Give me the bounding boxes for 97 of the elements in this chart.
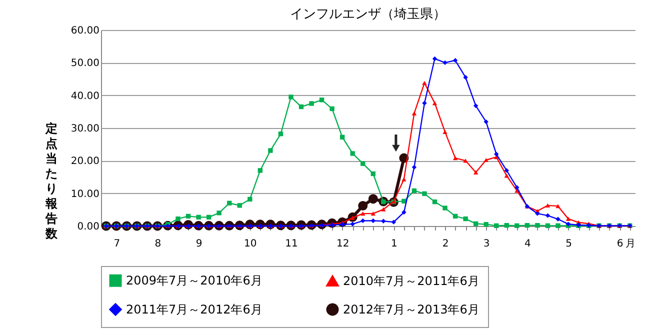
point (370, 218, 376, 224)
point (330, 106, 334, 112)
x-tick-label: 6 (616, 238, 624, 250)
point (514, 185, 520, 190)
point (556, 216, 560, 222)
point (412, 188, 417, 194)
x-tick-label: 1 (390, 238, 398, 250)
point (360, 218, 366, 224)
point (268, 148, 273, 153)
point (319, 98, 324, 102)
point (484, 222, 488, 227)
point (340, 134, 345, 140)
point (504, 168, 509, 173)
point (381, 207, 386, 212)
y-tick-label: 0.00 (77, 222, 100, 232)
point (494, 223, 499, 228)
point (504, 223, 509, 228)
point (514, 223, 520, 228)
point (358, 201, 368, 210)
point (566, 216, 571, 221)
point (368, 194, 378, 204)
point (412, 164, 417, 170)
point (370, 171, 376, 176)
point (402, 177, 406, 182)
point (545, 213, 550, 218)
point (412, 111, 417, 116)
legend-label: 2011年7月～2012年6月 (126, 302, 262, 316)
x-tick-label: 8 (154, 238, 162, 250)
point (452, 214, 458, 219)
point (422, 80, 427, 85)
legend-label: 2010年7月～2011年6月 (343, 274, 480, 288)
point (452, 156, 458, 160)
x-tick-label: 10 (244, 238, 257, 250)
point (535, 211, 540, 216)
y-axis-title: 定点当たり報告数 (44, 122, 58, 240)
point (545, 203, 550, 208)
x-tick-label: 11 (285, 238, 298, 250)
point (556, 223, 560, 228)
point (186, 214, 191, 219)
point (350, 222, 355, 226)
legend-label: 2012年7月～2013年6月 (343, 302, 480, 316)
point (227, 200, 232, 206)
point (288, 94, 294, 100)
point (442, 130, 448, 134)
y-tick-label: 60.00 (70, 26, 100, 36)
point (206, 214, 212, 220)
point (196, 214, 201, 220)
point (545, 223, 550, 228)
point (484, 119, 488, 124)
y-tick-label: 50.00 (70, 58, 100, 70)
point (381, 218, 386, 224)
point (402, 210, 406, 215)
point (535, 223, 540, 228)
point (258, 168, 263, 173)
x-tick-label: 7 (114, 238, 120, 250)
x-tick-label: 5 (566, 238, 572, 250)
point (216, 210, 222, 216)
x-tick-label: 2 (442, 238, 449, 250)
point (422, 191, 427, 196)
point (473, 170, 478, 174)
legend-label: 2009年7月～2010年6月 (126, 274, 262, 288)
point (473, 103, 478, 108)
point (432, 199, 438, 204)
point (237, 203, 242, 208)
point (370, 212, 376, 216)
point (442, 206, 448, 210)
x-tick-label: 9 (196, 238, 202, 250)
y-tick-label: 10.00 (70, 188, 100, 200)
point (484, 158, 488, 162)
point (463, 75, 468, 80)
chart-title: インフルエンザ（埼玉県） (290, 7, 446, 22)
point (432, 56, 438, 62)
point (432, 101, 438, 106)
point (473, 221, 478, 226)
x-tick-label: 4 (524, 238, 531, 250)
point (556, 204, 560, 208)
point (442, 60, 448, 66)
point (278, 132, 284, 136)
point (298, 104, 304, 110)
point (463, 216, 468, 222)
point (422, 100, 427, 106)
x-tick-label: 3 (483, 238, 490, 250)
y-tick-label: 30.00 (70, 124, 100, 134)
point (350, 151, 355, 156)
point (524, 223, 530, 228)
x-tick-label: 12 (336, 238, 350, 250)
point (309, 101, 314, 106)
point (452, 58, 458, 63)
point (360, 212, 366, 216)
y-tick-label: 20.00 (70, 156, 100, 168)
point (248, 196, 252, 202)
point (391, 220, 396, 224)
point (494, 152, 499, 156)
point (360, 161, 366, 166)
x-tick-label: 月 (625, 238, 636, 250)
y-tick-label: 40.00 (70, 90, 100, 102)
point (176, 216, 180, 222)
